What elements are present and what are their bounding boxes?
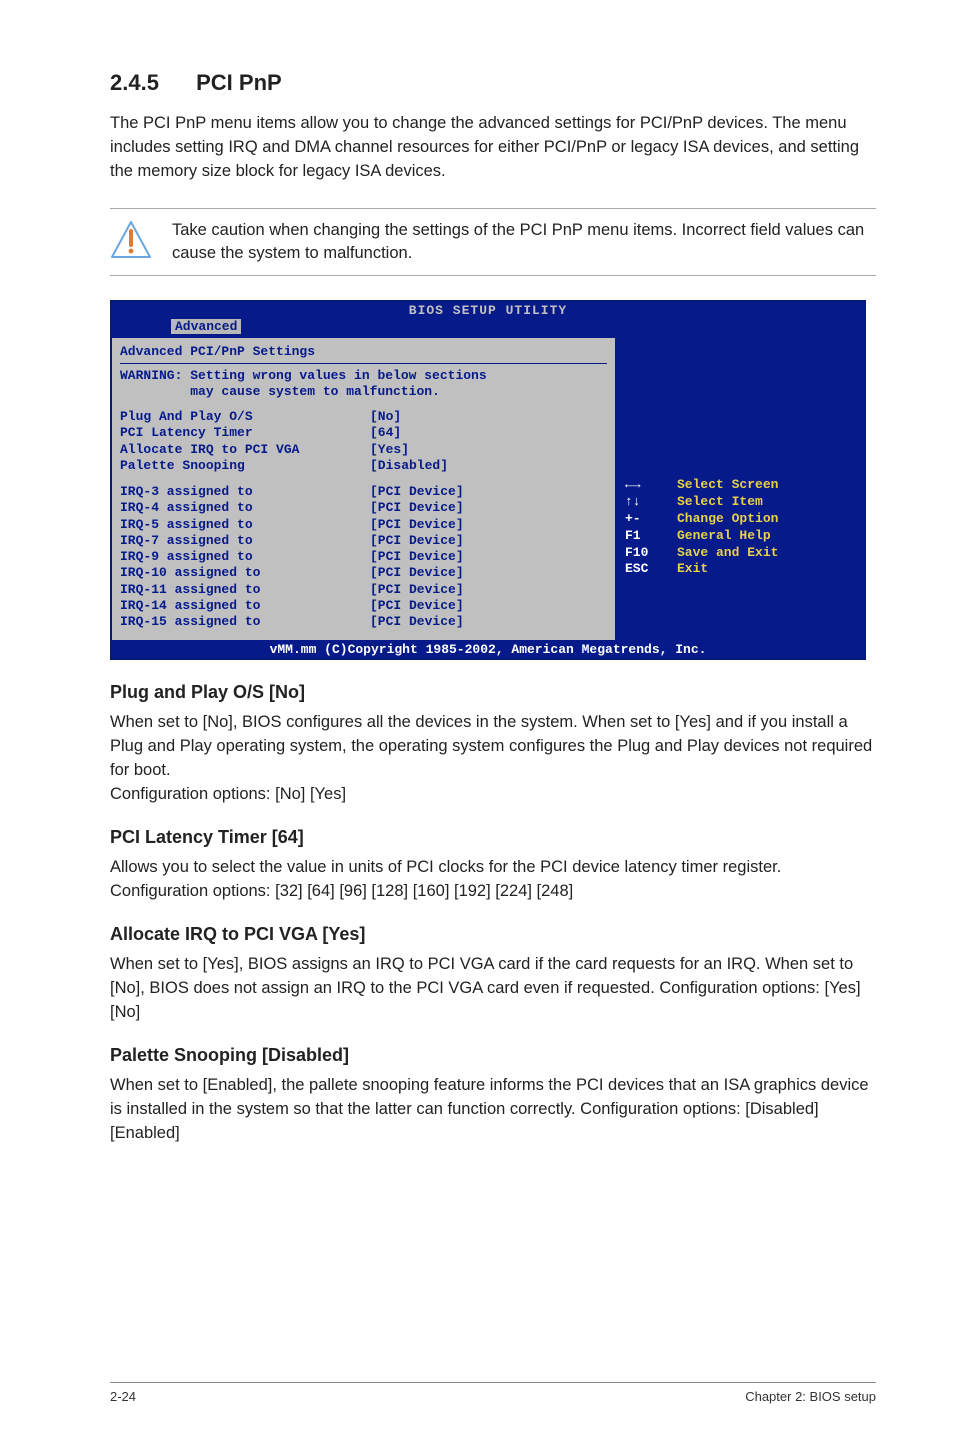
bios-row: IRQ-5 assigned to[PCI Device] (120, 517, 607, 533)
bios-row: IRQ-11 assigned to[PCI Device] (120, 582, 607, 598)
bios-value: [PCI Device] (370, 533, 607, 549)
intro-paragraph: The PCI PnP menu items allow you to chan… (110, 112, 876, 184)
bios-row: PCI Latency Timer[64] (120, 425, 607, 441)
bios-label: IRQ-14 assigned to (120, 598, 370, 614)
bios-key-row: F1General Help (625, 528, 858, 545)
bios-warning-2: may cause system to malfunction. (120, 384, 607, 400)
bios-key-desc: General Help (677, 528, 771, 545)
bios-label: IRQ-4 assigned to (120, 500, 370, 516)
sub-heading: Allocate IRQ to PCI VGA [Yes] (110, 924, 876, 945)
caution-text: Take caution when changing the settings … (172, 219, 876, 265)
bios-key: ↑↓ (625, 494, 677, 511)
bios-value: [PCI Device] (370, 549, 607, 565)
bios-key: F10 (625, 545, 677, 562)
sub-heading: Plug and Play O/S [No] (110, 682, 876, 703)
bios-row: IRQ-10 assigned to[PCI Device] (120, 565, 607, 581)
bios-row: IRQ-4 assigned to[PCI Device] (120, 500, 607, 516)
bios-value: [Yes] (370, 442, 607, 458)
bios-key-desc: Change Option (677, 511, 778, 528)
bios-key-desc: Save and Exit (677, 545, 778, 562)
bios-value: [No] (370, 409, 607, 425)
bios-row: IRQ-15 assigned to[PCI Device] (120, 614, 607, 630)
spacer (120, 399, 607, 409)
chapter-label: Chapter 2: BIOS setup (745, 1389, 876, 1404)
page-footer: 2-24 Chapter 2: BIOS setup (110, 1382, 876, 1404)
bios-value: [PCI Device] (370, 614, 607, 630)
bios-key-row: ↑↓Select Item (625, 494, 858, 511)
bios-key: ←→ (625, 477, 677, 494)
sub-heading: Palette Snooping [Disabled] (110, 1045, 876, 1066)
bios-row: IRQ-9 assigned to[PCI Device] (120, 549, 607, 565)
sub-paragraph: Allows you to select the value in units … (110, 856, 876, 904)
bios-label: Palette Snooping (120, 458, 370, 474)
bios-key-row: F10Save and Exit (625, 545, 858, 562)
bios-key-desc: Exit (677, 561, 708, 578)
bios-label: PCI Latency Timer (120, 425, 370, 441)
spacer (120, 474, 607, 484)
bios-key-row: +-Change Option (625, 511, 858, 528)
bios-label: Plug And Play O/S (120, 409, 370, 425)
bios-panel-title: Advanced PCI/PnP Settings (120, 342, 607, 361)
bios-row: Plug And Play O/S[No] (120, 409, 607, 425)
bios-key-help: ←→Select Screen ↑↓Select Item +-Change O… (625, 477, 858, 578)
bios-value: [PCI Device] (370, 484, 607, 500)
bios-value: [PCI Device] (370, 582, 607, 598)
page-number: 2-24 (110, 1389, 136, 1404)
bios-footer: vMM.mm (C)Copyright 1985-2002, American … (111, 641, 865, 659)
bios-key-desc: Select Screen (677, 477, 778, 494)
caution-icon (110, 219, 152, 261)
bios-divider (120, 363, 607, 364)
bios-label: Allocate IRQ to PCI VGA (120, 442, 370, 458)
bios-label: IRQ-10 assigned to (120, 565, 370, 581)
bios-row: IRQ-7 assigned to[PCI Device] (120, 533, 607, 549)
caution-note: Take caution when changing the settings … (110, 208, 876, 276)
bios-key-row: ←→Select Screen (625, 477, 858, 494)
sub-paragraph: When set to [No], BIOS configures all th… (110, 711, 876, 807)
bios-label: IRQ-11 assigned to (120, 582, 370, 598)
section-heading: 2.4.5 PCI PnP (110, 70, 876, 96)
bios-value: [PCI Device] (370, 565, 607, 581)
sub-paragraph: When set to [Yes], BIOS assigns an IRQ t… (110, 953, 876, 1025)
bios-key: ESC (625, 561, 677, 578)
bios-body: Advanced PCI/PnP Settings WARNING: Setti… (111, 337, 865, 641)
bios-label: IRQ-3 assigned to (120, 484, 370, 500)
bios-row: IRQ-3 assigned to[PCI Device] (120, 484, 607, 500)
section-title-text: PCI PnP (196, 70, 282, 95)
bios-tabbar: Advanced (111, 319, 865, 337)
bios-screenshot: BIOS SETUP UTILITY Advanced Advanced PCI… (110, 300, 866, 660)
bios-label: IRQ-9 assigned to (120, 549, 370, 565)
bios-header: BIOS SETUP UTILITY (111, 301, 865, 319)
bios-value: [PCI Device] (370, 517, 607, 533)
bios-tab-advanced: Advanced (171, 319, 241, 334)
bios-key-row: ESCExit (625, 561, 858, 578)
bios-value: [Disabled] (370, 458, 607, 474)
bios-label: IRQ-15 assigned to (120, 614, 370, 630)
bios-value: [64] (370, 425, 607, 441)
bios-left-panel: Advanced PCI/PnP Settings WARNING: Setti… (111, 337, 616, 641)
bios-label: IRQ-7 assigned to (120, 533, 370, 549)
bios-row: Allocate IRQ to PCI VGA[Yes] (120, 442, 607, 458)
bios-row: Palette Snooping[Disabled] (120, 458, 607, 474)
bios-value: [PCI Device] (370, 500, 607, 516)
bios-warning-1: WARNING: Setting wrong values in below s… (120, 368, 607, 384)
bios-key: +- (625, 511, 677, 528)
bios-right-panel: ←→Select Screen ↑↓Select Item +-Change O… (616, 337, 865, 641)
bios-row: IRQ-14 assigned to[PCI Device] (120, 598, 607, 614)
bios-key: F1 (625, 528, 677, 545)
section-number: 2.4.5 (110, 70, 190, 96)
sub-heading: PCI Latency Timer [64] (110, 827, 876, 848)
bios-key-desc: Select Item (677, 494, 763, 511)
bios-value: [PCI Device] (370, 598, 607, 614)
bios-label: IRQ-5 assigned to (120, 517, 370, 533)
sub-paragraph: When set to [Enabled], the pallete snoop… (110, 1074, 876, 1146)
